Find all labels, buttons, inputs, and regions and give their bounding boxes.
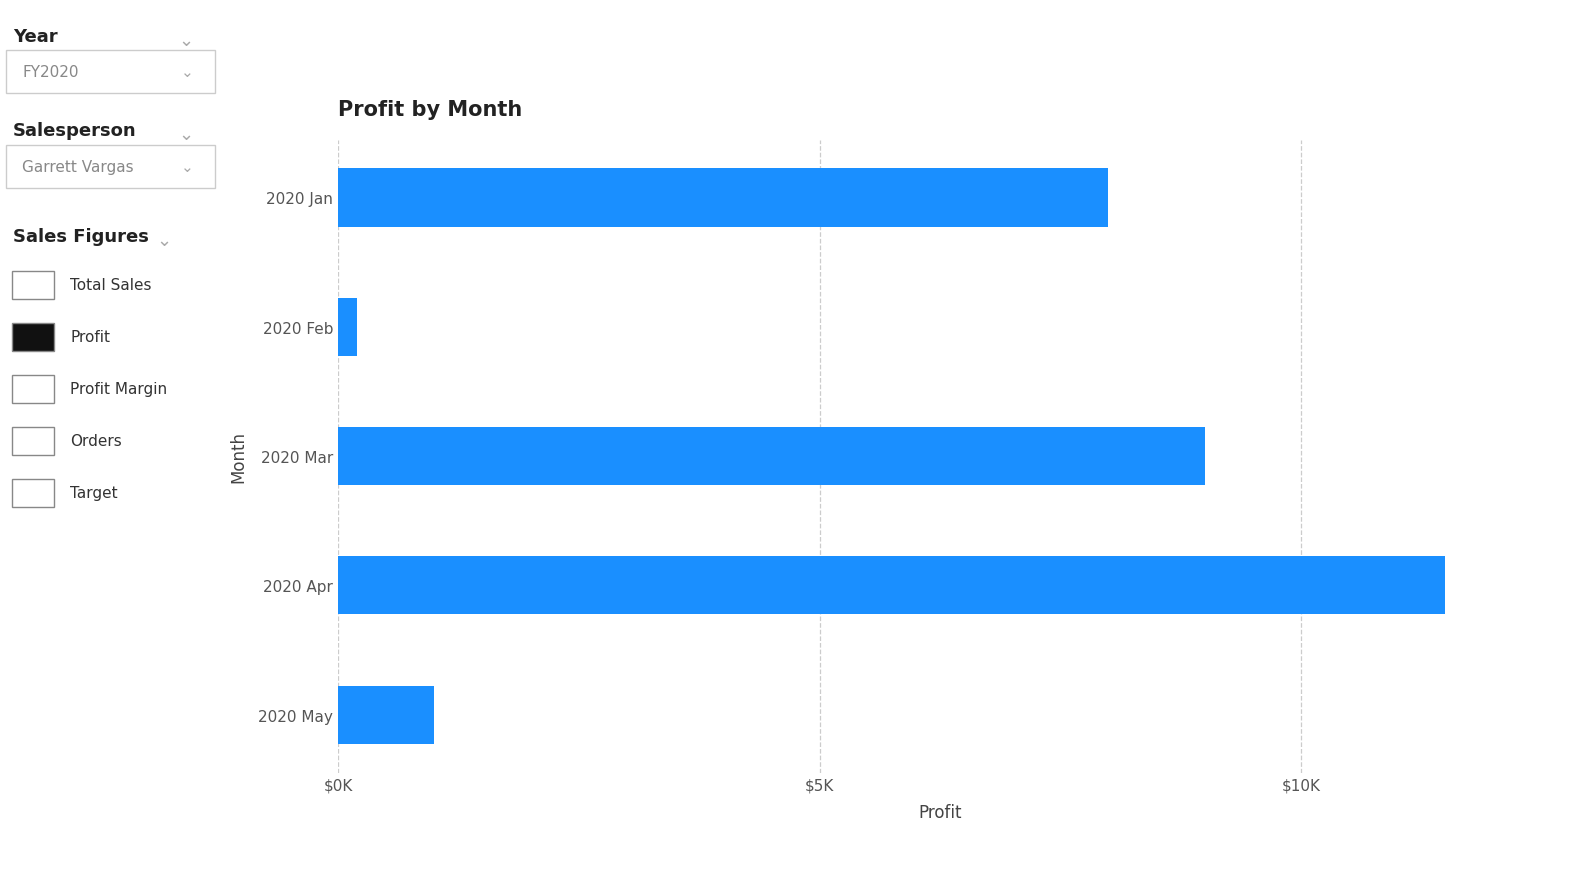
Bar: [338, 686, 434, 744]
Text: Year: Year: [13, 28, 58, 46]
Text: ⌄: ⌄: [181, 160, 193, 175]
Text: Garrett Vargas: Garrett Vargas: [22, 160, 134, 175]
FancyBboxPatch shape: [13, 271, 53, 300]
FancyBboxPatch shape: [5, 146, 214, 189]
Y-axis label: Month: Month: [230, 430, 247, 483]
Text: Orders: Orders: [71, 434, 123, 449]
Text: Profit: Profit: [71, 330, 110, 345]
Text: Total Sales: Total Sales: [71, 278, 153, 293]
Text: ⌄: ⌄: [178, 32, 193, 50]
FancyBboxPatch shape: [13, 479, 53, 507]
X-axis label: Profit: Profit: [919, 803, 961, 822]
Bar: [338, 169, 1109, 227]
Bar: [338, 299, 357, 356]
FancyBboxPatch shape: [13, 427, 53, 456]
FancyBboxPatch shape: [5, 51, 214, 94]
Text: ⌄: ⌄: [156, 232, 171, 250]
Bar: [338, 428, 1205, 486]
Text: Target: Target: [71, 486, 118, 501]
Text: ⌄: ⌄: [181, 65, 193, 80]
Text: Profit Margin: Profit Margin: [71, 382, 168, 397]
FancyBboxPatch shape: [13, 375, 53, 404]
Text: FY2020: FY2020: [22, 65, 79, 80]
Bar: [338, 557, 1446, 615]
Text: Sales Figures: Sales Figures: [13, 227, 149, 246]
Text: ⌄: ⌄: [178, 126, 193, 144]
Text: Salesperson: Salesperson: [13, 122, 137, 140]
FancyBboxPatch shape: [13, 323, 53, 352]
Text: Profit by Month: Profit by Month: [338, 99, 522, 119]
